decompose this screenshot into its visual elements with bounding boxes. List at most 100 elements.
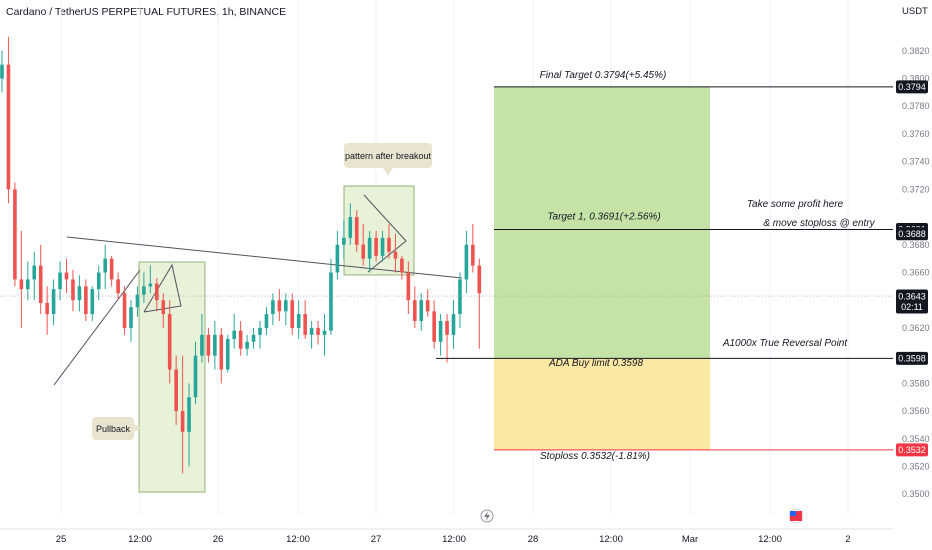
candle-body: [142, 286, 146, 295]
price-tick-label: 0.3720: [902, 184, 930, 194]
time-tick-label: Mar: [682, 534, 698, 545]
candle-body: [367, 237, 372, 259]
candle-body: [193, 355, 198, 398]
price-tick-label: 0.3680: [902, 240, 930, 250]
pattern-callout-text: pattern after breakout: [345, 151, 432, 161]
candle-body: [438, 321, 443, 342]
price-label-box: [896, 80, 928, 94]
candle-body: [296, 314, 301, 328]
loss-zone: [494, 358, 710, 450]
candle-body: [71, 279, 75, 301]
price-label-box: [896, 227, 928, 241]
level-lines: [0, 86, 893, 451]
candle-body: [38, 265, 43, 303]
candle-body: [200, 334, 204, 356]
candle-body: [464, 244, 469, 280]
candle-body: [64, 272, 69, 280]
price-label-value: 0.3688: [898, 229, 926, 239]
price-axis[interactable]: 0.3820 0.3800 0.3780 0.3760 0.3740 0.3720 0.36…: [896, 46, 930, 499]
candle-body: [471, 244, 475, 266]
price-tick-label: 0.3580: [902, 378, 930, 388]
candle-body: [264, 314, 269, 328]
candle-body: [309, 327, 314, 335]
price-label-value: 0.3643: [898, 291, 926, 301]
time-tick-label: 25: [56, 534, 67, 545]
candle-body: [432, 311, 436, 342]
candle-body: [419, 300, 424, 321]
candle-body: [425, 300, 430, 312]
candle-body: [6, 64, 11, 190]
target1-text: Target 1, 0.3691(+2.56%): [547, 212, 660, 223]
price-label-countdown: 02:11: [901, 302, 923, 312]
candle-body: [0, 64, 4, 79]
candle-body: [167, 314, 172, 370]
take-profit-text: Take some profit here: [747, 199, 844, 210]
price-label-box: [896, 351, 928, 365]
price-tick-label: 0.3740: [902, 157, 930, 167]
candle-body: [329, 272, 333, 331]
candle-body: [316, 327, 320, 335]
time-axis[interactable]: 25 12:00 26 12:00 27 12:00 28 12:00 Mar 12:00 2: [0, 528, 893, 545]
candle-body: [400, 258, 404, 273]
candle-body: [26, 279, 30, 290]
candle-body: [477, 265, 482, 294]
candle-body: [174, 369, 178, 412]
candle-body: [90, 289, 95, 315]
time-tick-label: 12:00: [599, 534, 623, 545]
time-tick-label: 12:00: [286, 534, 310, 545]
pattern-callout-box: [344, 143, 432, 168]
time-tick-label: 12:00: [442, 534, 466, 545]
price-tick-label: 0.3800: [902, 74, 930, 84]
pullback-callout-box: [92, 417, 134, 440]
candle-body: [374, 237, 378, 256]
candle-body: [413, 300, 417, 321]
price-tick-label: 0.3520: [902, 462, 930, 472]
pattern-callout-pointer: [383, 168, 393, 176]
candle-body: [155, 283, 159, 301]
candle-body: [19, 279, 24, 290]
candle-body: [387, 237, 391, 252]
candle-body: [348, 217, 353, 238]
long-position-tool[interactable]: [494, 86, 710, 450]
price-tick-label: 0.3500: [902, 489, 930, 499]
candle-body: [238, 330, 243, 349]
candle-body: [277, 300, 282, 312]
candle-body: [213, 334, 217, 356]
candle-body: [13, 189, 17, 280]
candle-body: [406, 272, 411, 301]
highlight-zones: [138, 185, 415, 493]
candle-body: [458, 279, 462, 315]
price-tick-label: 0.3660: [902, 268, 930, 278]
price-label-value: 0.3598: [898, 354, 926, 364]
candle-body: [271, 300, 275, 315]
pattern-triangle: [363, 194, 407, 273]
candle-body: [180, 411, 185, 432]
price-tick-label: 0.3540: [902, 434, 930, 444]
time-tick-label: 28: [528, 534, 539, 545]
candle-body: [77, 286, 82, 301]
time-tick-label: 12:00: [758, 534, 782, 545]
candle-body: [342, 237, 346, 245]
candle-body: [393, 251, 398, 259]
candle-body: [232, 330, 236, 340]
pullback-callout-pointer: [134, 424, 141, 432]
price-tick-label: 0.3780: [902, 101, 930, 111]
rising-trendline: [53, 269, 141, 386]
lightning-icon: [484, 511, 490, 521]
candle-body: [303, 314, 307, 335]
time-tick-label: 12:00: [128, 534, 152, 545]
candle-body: [148, 283, 153, 287]
event-markers[interactable]: [480, 508, 804, 524]
candle-body: [135, 294, 140, 308]
candle-body: [219, 334, 224, 370]
price-label-box: [896, 443, 928, 457]
candle-body: [51, 289, 56, 315]
price-label-box: [896, 289, 928, 314]
price-tick-label: 0.3820: [902, 46, 930, 56]
candle-body: [451, 314, 456, 335]
candle-body: [322, 330, 327, 335]
candlestick-series: [0, 36, 482, 474]
candle-body: [245, 341, 249, 349]
candle-body: [129, 307, 133, 328]
